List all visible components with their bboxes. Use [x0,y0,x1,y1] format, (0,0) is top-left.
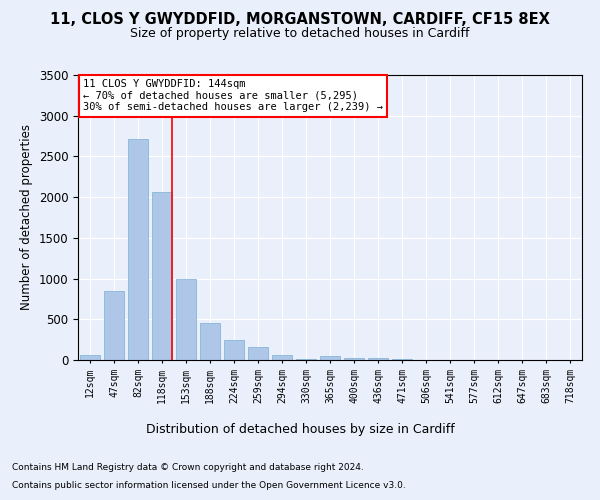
Text: Contains public sector information licensed under the Open Government Licence v3: Contains public sector information licen… [12,481,406,490]
Bar [272,354,292,360]
Bar [104,291,124,360]
Text: 11, CLOS Y GWYDDFID, MORGANSTOWN, CARDIFF, CF15 8EX: 11, CLOS Y GWYDDFID, MORGANSTOWN, CARDIF… [50,12,550,28]
Bar [152,192,172,360]
Bar [80,355,100,360]
Bar [392,359,412,360]
Text: Distribution of detached houses by size in Cardiff: Distribution of detached houses by size … [146,422,454,436]
Bar [176,278,196,360]
Text: Size of property relative to detached houses in Cardiff: Size of property relative to detached ho… [130,28,470,40]
Bar [128,138,148,360]
Text: Contains HM Land Registry data © Crown copyright and database right 2024.: Contains HM Land Registry data © Crown c… [12,464,364,472]
Bar [296,359,316,360]
Y-axis label: Number of detached properties: Number of detached properties [20,124,33,310]
Bar [368,358,388,360]
Bar [248,348,268,360]
Bar [200,324,220,360]
Bar [344,358,364,360]
Bar [224,340,244,360]
Text: 11 CLOS Y GWYDDFID: 144sqm
← 70% of detached houses are smaller (5,295)
30% of s: 11 CLOS Y GWYDDFID: 144sqm ← 70% of deta… [83,80,383,112]
Bar [320,356,340,360]
